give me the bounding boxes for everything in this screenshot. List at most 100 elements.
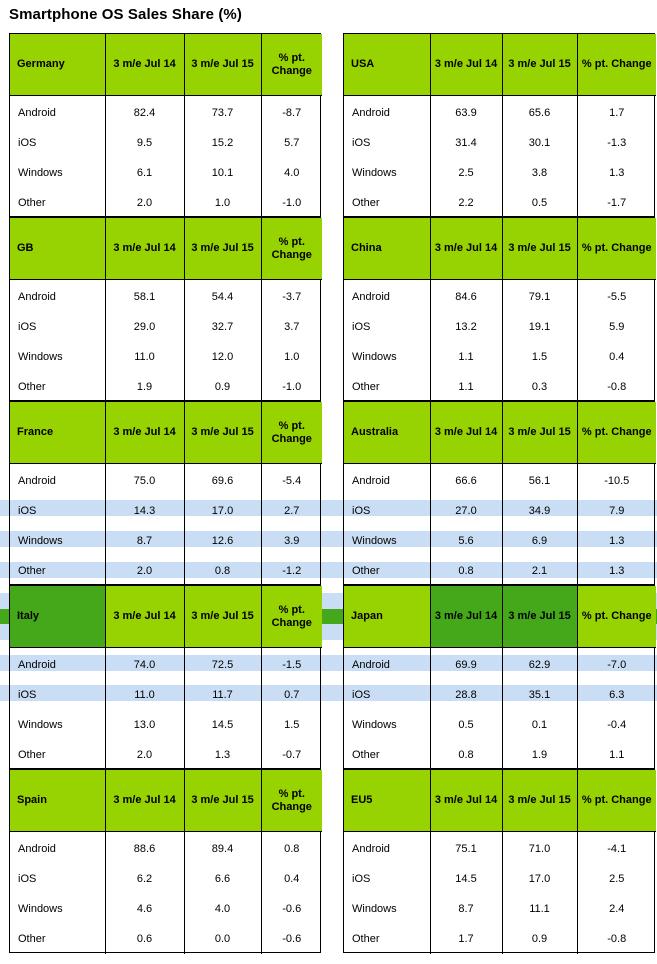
region-table-france: France 3 m/e Jul 14 3 m/e Jul 15% pt. Chan… [9,401,322,586]
column-header-jul14: 3 m/e Jul 14 [430,770,503,832]
value-jul15: 1.3 [184,740,262,770]
region-table-usa: USA 3 m/e Jul 14 3 m/e Jul 15% pt. Change A… [343,33,656,218]
column-header-jul14: 3 m/e Jul 14 [105,218,185,280]
value-change: -0.7 [282,749,302,761]
value-change: 1.7 [609,107,625,119]
value-jul14: 0.8 [430,740,503,770]
value-change: -8.7 [282,107,302,119]
column-header-change: % pt. Change [577,586,656,648]
table-header-row: Spain 3 m/e Jul 14 3 m/e Jul 15% pt. Chang… [10,770,322,832]
column-header-jul14: 3 m/e Jul 14 [105,402,185,464]
os-label: Other [10,372,106,402]
os-label: iOS [344,864,431,894]
table-row: iOS 28.8 35.1 6.3 [344,680,656,710]
value-jul14: 31.4 [430,128,503,158]
value-jul14: 0.6 [105,924,185,954]
os-label: Android [10,831,106,864]
column-header-jul14: 3 m/e Jul 14 [430,218,503,280]
os-label: Android [344,831,431,864]
os-label: iOS [344,312,431,342]
data-table: Italy 3 m/e Jul 14 3 m/e Jul 15% pt. Chang… [10,586,322,770]
os-label: Windows [344,894,431,924]
table-row: Android 58.1 54.4 -3.7 [10,279,322,312]
os-label: Android [344,279,431,312]
table-row: Windows 8.7 11.1 2.4 [344,894,656,924]
column-header-jul15: 3 m/e Jul 15 [502,402,578,464]
value-change: 1.3 [609,167,625,179]
value-jul14: 6.2 [105,864,185,894]
table-row: iOS 31.4 30.1 -1.3 [344,128,656,158]
table-row: Windows 2.5 3.8 1.3 [344,158,656,188]
table-row: Windows 4.6 4.0 -0.6 [10,894,322,924]
value-jul15: 79.1 [502,279,578,312]
table-row: Other 1.7 0.9 -0.8 [344,924,656,954]
value-change: -0.6 [282,903,302,915]
value-change: 7.9 [609,505,625,517]
table-row: Other 2.0 1.3 -0.7 [10,740,322,770]
column-header-jul15: 3 m/e Jul 15 [184,34,262,96]
column-header-change: % pt. Change [261,218,322,280]
value-jul15: 71.0 [502,831,578,864]
value-jul14: 1.9 [105,372,185,402]
table-row: iOS 29.0 32.7 3.7 [10,312,322,342]
value-jul15: 30.1 [502,128,578,158]
value-jul15: 0.0 [184,924,262,954]
value-change: 3.7 [284,321,300,333]
value-jul14: 1.1 [430,342,503,372]
os-label: Android [344,463,431,496]
value-change: 2.4 [609,903,625,915]
value-jul14: 13.0 [105,710,185,740]
value-jul14: 0.8 [430,556,503,586]
os-label: Other [344,924,431,954]
value-jul15: 11.7 [184,680,262,710]
table-row: Other 0.8 2.1 1.3 [344,556,656,586]
value-jul15: 0.5 [502,188,578,218]
value-change: -0.8 [607,933,627,945]
value-jul15: 1.5 [502,342,578,372]
value-jul15: 62.9 [502,647,578,680]
os-label: Other [10,556,106,586]
table-header-row: China 3 m/e Jul 14 3 m/e Jul 15% pt. Chang… [344,218,656,280]
table-row: Windows 1.1 1.5 0.4 [344,342,656,372]
column-header-change: % pt. Change [261,402,322,464]
value-jul15: 15.2 [184,128,262,158]
os-label: iOS [344,496,431,526]
os-label: Other [344,188,431,218]
table-row: Android 69.9 62.9 -7.0 [344,647,656,680]
value-jul15: 0.3 [502,372,578,402]
table-row: Windows 11.0 12.0 1.0 [10,342,322,372]
value-jul14: 29.0 [105,312,185,342]
value-jul14: 2.0 [105,188,185,218]
value-jul14: 2.5 [430,158,503,188]
table-header-row: GB 3 m/e Jul 14 3 m/e Jul 15% pt. Change [10,218,322,280]
column-header-jul15: 3 m/e Jul 15 [184,402,262,464]
region-tables-grid: Germany 3 m/e Jul 14 3 m/e Jul 15% pt. Cha… [9,33,656,957]
value-jul14: 1.7 [430,924,503,954]
region-name: Italy [10,586,106,648]
column-header-jul14: 3 m/e Jul 14 [105,34,185,96]
region-name: China [344,218,431,280]
value-change: 1.1 [609,749,625,761]
value-change: -1.3 [607,137,627,149]
value-change: 1.3 [609,565,625,577]
value-change: 5.7 [284,137,300,149]
value-jul15: 73.7 [184,95,262,128]
table-row: Android 63.9 65.6 1.7 [344,95,656,128]
column-header-jul15: 3 m/e Jul 15 [502,218,578,280]
table-row: Android 84.6 79.1 -5.5 [344,279,656,312]
value-jul15: 1.0 [184,188,262,218]
column-header-change: % pt. Change [577,218,656,280]
value-change: -5.5 [607,291,627,303]
table-header-row: Germany 3 m/e Jul 14 3 m/e Jul 15% pt. Cha… [10,34,322,96]
value-change: -10.5 [604,475,630,487]
os-label: Windows [344,710,431,740]
column-header-change: % pt. Change [261,34,322,96]
table-header-row: EU5 3 m/e Jul 14 3 m/e Jul 15% pt. Change [344,770,656,832]
column-header-jul14: 3 m/e Jul 14 [430,402,503,464]
value-change: -0.8 [607,381,627,393]
value-jul14: 13.2 [430,312,503,342]
value-change: 3.9 [284,535,300,547]
os-label: Windows [10,710,106,740]
region-table-germany: Germany 3 m/e Jul 14 3 m/e Jul 15% pt. Cha… [9,33,322,218]
value-change: 1.5 [284,719,300,731]
